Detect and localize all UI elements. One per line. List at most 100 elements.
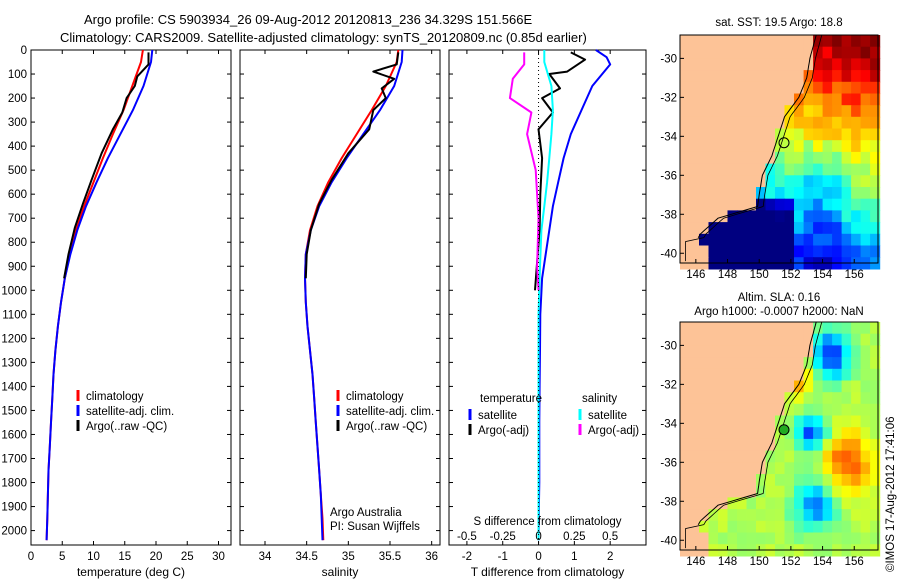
map-cell: [708, 58, 719, 71]
map-cell: [727, 222, 738, 235]
map-cell: [708, 438, 719, 452]
map-cell: [746, 415, 757, 428]
map-cell: [727, 497, 738, 510]
map-cell: [860, 128, 871, 141]
map-cell: [860, 116, 871, 130]
map-cell: [689, 485, 700, 498]
map-cell: [841, 532, 852, 545]
map-cell: [756, 245, 767, 258]
y-tick-label: 1100: [2, 309, 27, 321]
map-cell: [851, 357, 862, 370]
map-cell: [775, 105, 786, 118]
map-cell: [718, 198, 729, 211]
map-cell: [794, 462, 805, 475]
map-cell: [699, 322, 710, 335]
map-cell: [784, 450, 795, 463]
map-cell: [699, 70, 710, 83]
map-cell: [746, 233, 757, 247]
map-cell: [746, 462, 757, 475]
x-tick-label: 1: [571, 551, 577, 563]
x-tick-label: -2: [462, 551, 472, 563]
map-cell: [832, 128, 843, 141]
map-cell: [860, 509, 871, 522]
map-cell: [822, 462, 833, 475]
map-cell: [756, 46, 767, 59]
map-cell: [699, 187, 710, 200]
map-cell: [851, 35, 862, 48]
map-cell: [756, 520, 767, 534]
map-cell: [832, 222, 843, 235]
map-cell: [680, 35, 691, 48]
map-cell: [822, 368, 833, 382]
map-cell: [689, 509, 700, 522]
x-tick-label: 152: [781, 556, 800, 568]
map-cell: [822, 128, 833, 141]
map-cell: [784, 163, 795, 176]
map-cell: [737, 140, 748, 153]
map-cell: [756, 210, 767, 223]
map-cell: [737, 357, 748, 370]
map-cell: [784, 93, 795, 106]
map-cell: [737, 345, 748, 358]
map-cell: [718, 532, 729, 545]
map-cell: [784, 357, 795, 370]
map-cell: [784, 140, 795, 153]
map-cell: [765, 520, 776, 534]
map-cell: [860, 70, 871, 83]
map-cell: [832, 345, 843, 358]
map-cell: [746, 151, 757, 165]
map-cell: [689, 333, 700, 346]
map-cell: [794, 403, 805, 417]
map-cell: [870, 175, 881, 188]
map-cell: [832, 233, 843, 247]
map-cell: [860, 462, 871, 475]
map-cell: [851, 222, 862, 235]
map-cell: [756, 380, 767, 393]
map-cell: [775, 222, 786, 235]
y-tick-label: 2000: [1, 526, 27, 538]
map-cell: [756, 345, 767, 358]
map-cell: [727, 474, 738, 487]
map-cell: [699, 93, 710, 106]
map-cell: [841, 509, 852, 522]
map-cell: [737, 105, 748, 118]
map-cell: [803, 497, 814, 510]
map-cell: [680, 93, 691, 106]
map-cell: [680, 368, 691, 382]
map-cell: [841, 210, 852, 223]
map-cell: [775, 509, 786, 522]
map-cell: [832, 105, 843, 118]
map-subtitle: Argo h1000: -0.0007 h2000: NaN: [694, 306, 863, 318]
map-cell: [756, 392, 767, 405]
map-cell: [708, 368, 719, 382]
map-cell: [870, 245, 881, 258]
map-cell: [689, 128, 700, 141]
map-cell: [870, 233, 881, 247]
map-cell: [822, 485, 833, 498]
map-cell: [803, 105, 814, 118]
map-cell: [756, 116, 767, 130]
map-cell: [794, 163, 805, 176]
map-cell: [718, 333, 729, 346]
map-cell: [737, 175, 748, 188]
map-cell: [813, 245, 824, 258]
map-cell: [727, 58, 738, 71]
header-line2: Climatology: CARS2009. Satellite-adjuste…: [60, 30, 587, 45]
map-cell: [822, 345, 833, 358]
y-tick-label: -32: [660, 379, 677, 391]
map-cell: [851, 105, 862, 118]
map-cell: [680, 485, 691, 498]
map-cell: [803, 198, 814, 211]
map-cell: [765, 35, 776, 48]
map-cell: [680, 532, 691, 545]
y-tick-label: 1800: [1, 478, 27, 490]
map-cell: [689, 380, 700, 393]
map-cell: [822, 497, 833, 510]
map-cell: [784, 245, 795, 258]
timestamp-stamp: ©IMOS 17-Aug-2012 17:41:06: [885, 416, 897, 572]
map-cell: [870, 509, 881, 522]
map-cell: [699, 474, 710, 487]
map-cell: [727, 187, 738, 200]
map-cell: [841, 35, 852, 48]
map-cell: [803, 175, 814, 188]
